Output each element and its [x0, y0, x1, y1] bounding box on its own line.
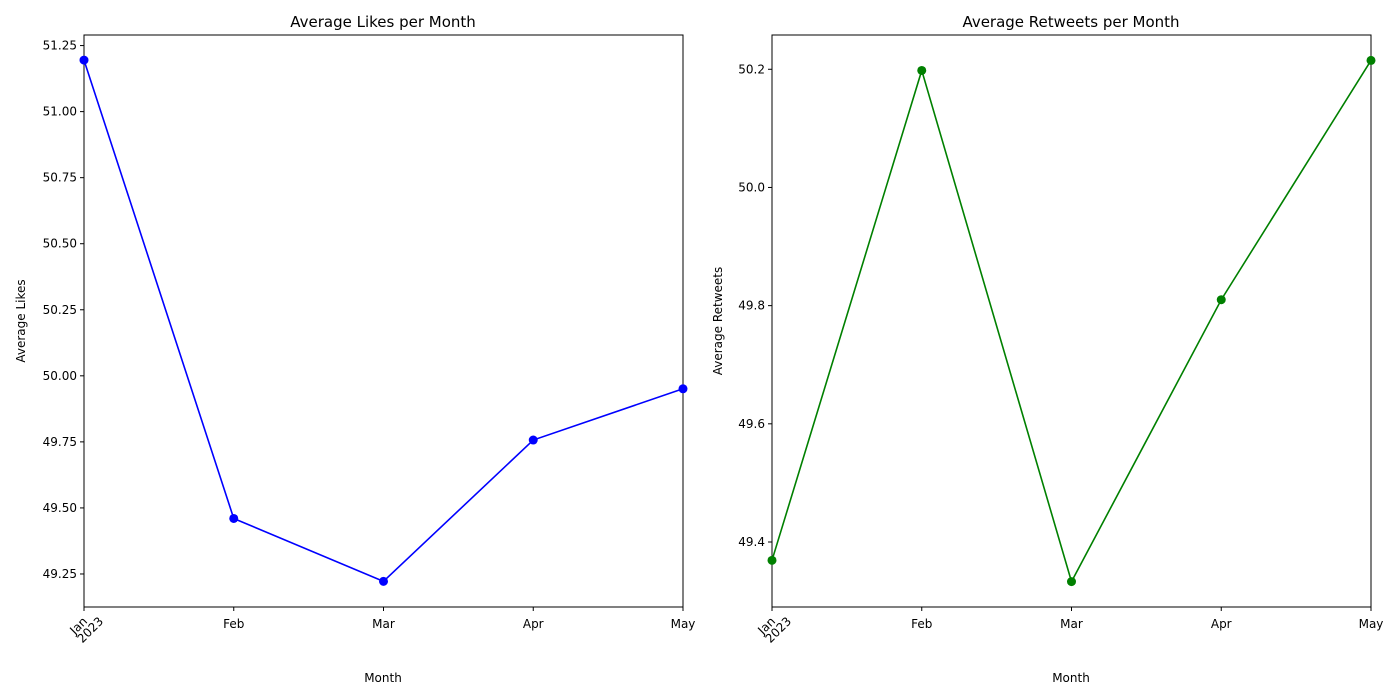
x-tick-label: Mar: [1060, 617, 1083, 631]
x-axis-label: Month: [1052, 671, 1090, 685]
data-point: [1067, 577, 1076, 587]
data-point: [678, 384, 688, 394]
x-tick-label: May: [1359, 617, 1384, 631]
y-tick-label: 49.25: [43, 567, 77, 581]
y-axis-label: Average Likes: [14, 279, 28, 362]
y-tick-label: 49.75: [43, 435, 77, 449]
plot-area-likes: 49.25 49.50 49.75 50.00 50.25 50.50 50.75 51.00…: [43, 34, 696, 646]
y-tick-label: 50.0: [738, 180, 765, 194]
y-tick-label: 49.8: [738, 299, 765, 313]
y-tick-label: 51.00: [43, 105, 77, 119]
data-point: [1216, 295, 1226, 305]
y-tick-label: 51.25: [43, 39, 77, 53]
y-tick-label: 50.25: [43, 303, 77, 317]
y-tick-label: 50.00: [43, 369, 77, 383]
x-tick-label: Apr: [1211, 617, 1232, 631]
chart-likes: Average Likes per Month Month Average Li…: [14, 13, 695, 685]
data-point: [229, 513, 239, 523]
y-tick-label: 50.2: [738, 62, 765, 76]
data-point: [1366, 55, 1376, 65]
chart-title: Average Retweets per Month: [962, 13, 1179, 31]
y-axis-label: Average Retweets: [711, 267, 725, 376]
data-point: [379, 576, 388, 586]
chart-retweets: Average Retweets per Month Month Average…: [711, 13, 1383, 685]
data-point: [528, 435, 538, 445]
x-axis-label: Month: [364, 671, 402, 685]
x-tick-label: May: [671, 617, 696, 631]
y-tick-label: 49.50: [43, 501, 77, 515]
x-tick-label: Apr: [523, 617, 544, 631]
x-tick-label: Feb: [911, 617, 932, 631]
data-point: [917, 65, 927, 75]
x-tick-label: Mar: [372, 617, 395, 631]
y-tick-label: 49.4: [738, 535, 765, 549]
y-tick-label: 50.50: [43, 237, 77, 251]
chart-title: Average Likes per Month: [290, 13, 476, 31]
data-point: [767, 555, 777, 565]
x-tick-label: Feb: [223, 617, 244, 631]
y-tick-label: 49.6: [738, 417, 765, 431]
data-point: [79, 55, 89, 65]
y-tick-label: 50.75: [43, 171, 77, 185]
